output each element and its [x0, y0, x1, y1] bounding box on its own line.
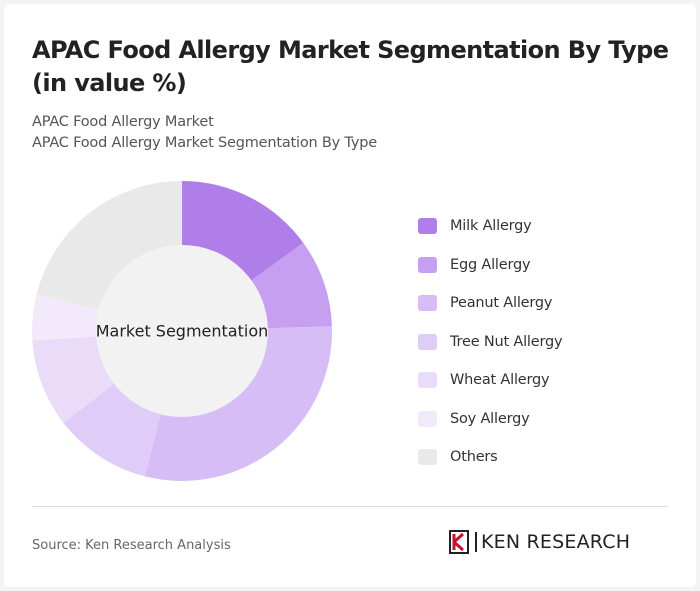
legend-label-peanut-allergy: Peanut Allergy: [450, 295, 553, 312]
chart-title: APAC Food Allergy Market Segmentation By…: [32, 36, 669, 97]
ken-research-logo-icon: [449, 530, 469, 554]
source-note: Source: Ken Research Analysis: [32, 538, 231, 553]
footer-divider: [32, 506, 668, 507]
legend-swatch-peanut-allergy: [418, 295, 437, 312]
legend-label-egg-allergy: Egg Allergy: [450, 256, 531, 273]
donut-center-label: Market Segmentation: [96, 322, 269, 341]
logo-wordmark: KEN RESEARCH: [481, 531, 631, 553]
legend-item-others: Others: [418, 438, 562, 477]
legend-label-others: Others: [450, 449, 498, 466]
legend-item-peanut-allergy: Peanut Allergy: [418, 284, 562, 323]
legend-item-soy-allergy: Soy Allergy: [418, 400, 562, 439]
legend-swatch-wheat-allergy: [418, 372, 437, 389]
legend-swatch-soy-allergy: [418, 410, 437, 427]
legend-item-wheat-allergy: Wheat Allergy: [418, 361, 562, 400]
legend-swatch-tree-nut-allergy: [418, 333, 437, 350]
logo-separator: [475, 532, 477, 552]
legend-swatch-others: [418, 449, 437, 466]
chart-subtitle-segmentation: APAC Food Allergy Market Segmentation By…: [32, 135, 377, 151]
legend-label-wheat-allergy: Wheat Allergy: [450, 372, 550, 389]
legend-swatch-milk-allergy: [418, 218, 437, 235]
donut-center: [96, 245, 268, 417]
legend-swatch-egg-allergy: [418, 256, 437, 273]
legend-item-tree-nut-allergy: Tree Nut Allergy: [418, 323, 563, 362]
legend-item-milk-allergy: Milk Allergy: [418, 207, 562, 246]
legend-label-tree-nut-allergy: Tree Nut Allergy: [450, 333, 563, 350]
donut-chart: Market Segmentation: [32, 181, 332, 482]
legend-item-egg-allergy: Egg Allergy: [418, 246, 562, 285]
ken-research-logo: KEN RESEARCH: [448, 530, 630, 554]
chart-card: APAC Food Allergy Market Segmentation By…: [4, 4, 696, 587]
legend-label-soy-allergy: Soy Allergy: [450, 410, 530, 427]
chart-legend: Milk Allergy Egg Allergy Peanut Allergy Tre…: [418, 207, 563, 477]
chart-subtitle-market: APAC Food Allergy Market: [32, 114, 214, 130]
legend-label-milk-allergy: Milk Allergy: [450, 218, 532, 235]
